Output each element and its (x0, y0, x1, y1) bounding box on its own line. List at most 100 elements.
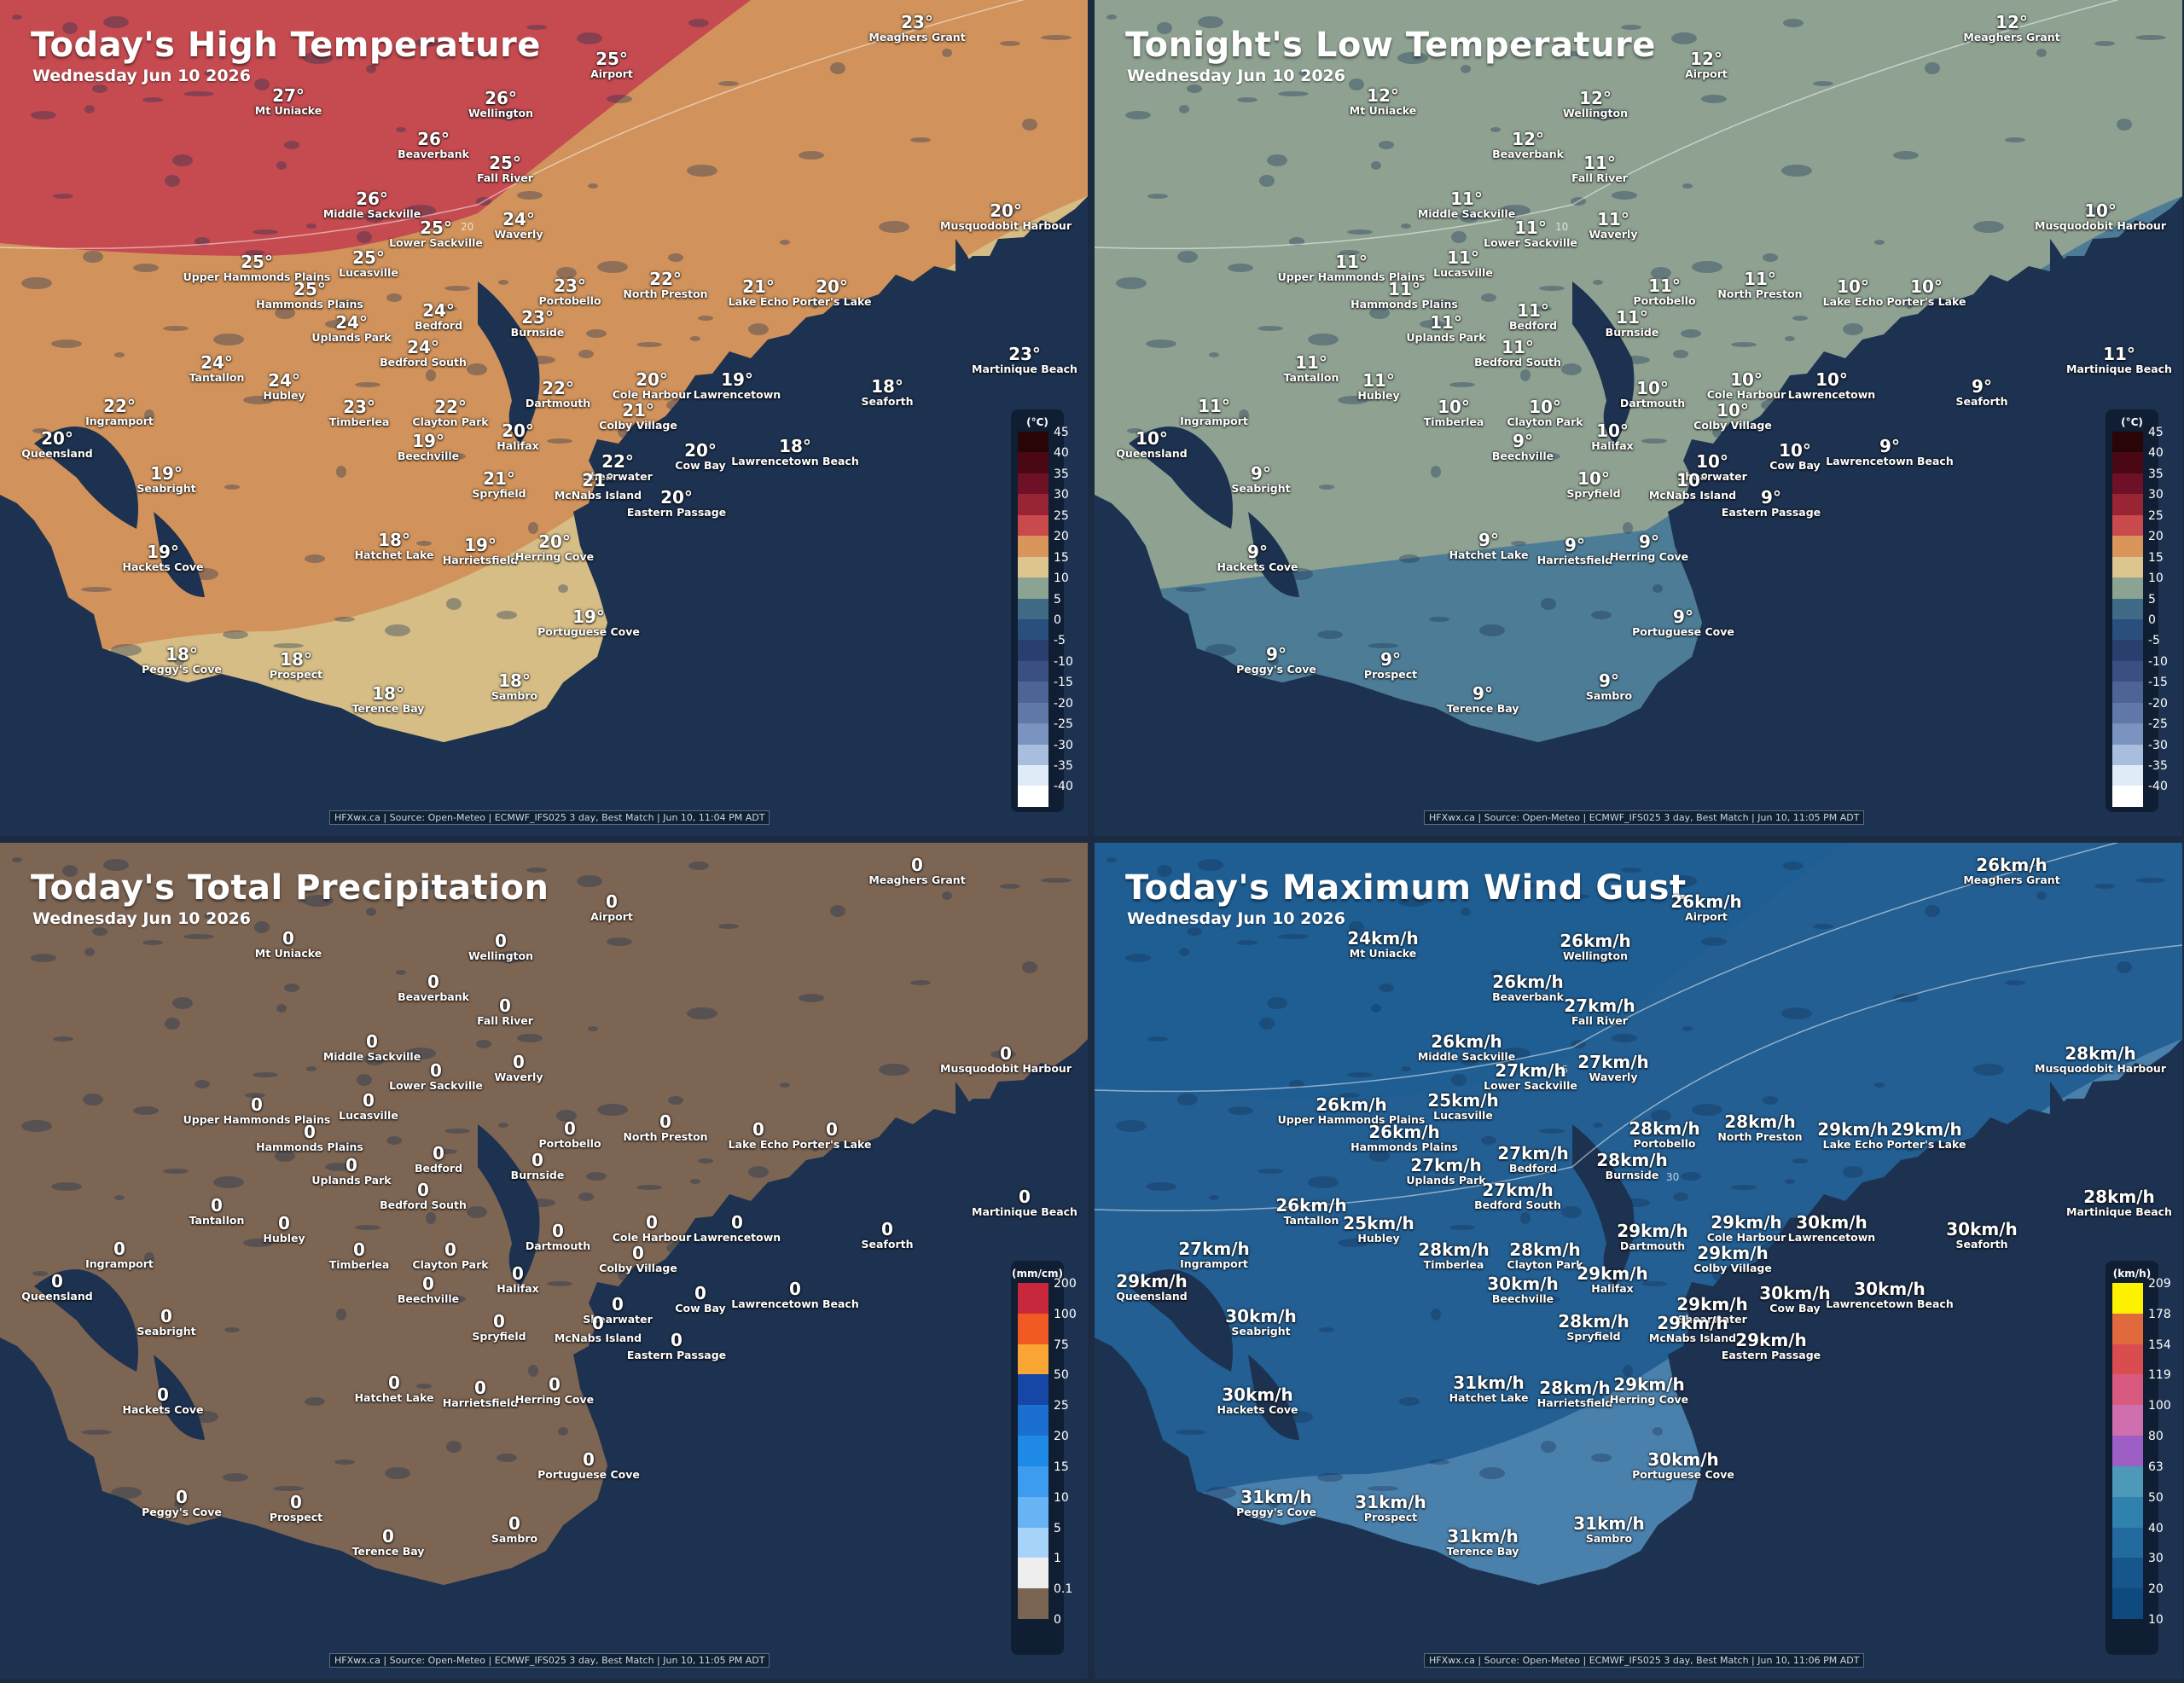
legend-row: 30 (2106, 488, 2164, 515)
place-label: 11° North Preston (1717, 270, 1802, 300)
place-value: 18° (498, 670, 531, 691)
place-label: 18° Hatchet Lake (355, 531, 434, 561)
place-value: 26km/h (1560, 931, 1631, 951)
place-value: 0 (176, 1487, 188, 1507)
place-value: 0 (363, 1090, 375, 1111)
place-label: 26° Middle Sackville (323, 189, 421, 220)
place-label: 0 Porter's Lake (792, 1120, 871, 1151)
place-value: 0 (499, 995, 511, 1016)
place-value: 29km/h (1735, 1330, 1807, 1350)
place-label: 27km/h Bedford (1497, 1144, 1569, 1175)
place-value: 21° (742, 276, 775, 297)
place-name: Shearwater (583, 1313, 653, 1326)
place-value: 0 (51, 1271, 63, 1291)
place-value: 20° (816, 276, 848, 297)
place-label: 23° Timberlea (329, 398, 390, 428)
place-label: 0 Beechville (398, 1274, 459, 1305)
place-value: 0 (549, 1374, 561, 1395)
place-value: 28km/h (1418, 1239, 1490, 1260)
place-value: 20° (41, 428, 73, 449)
place-name: Timberlea (328, 1258, 390, 1271)
legend-swatch (2112, 1527, 2143, 1558)
place-value: 0 (632, 1243, 644, 1263)
place-name: North Preston (623, 1130, 708, 1143)
place-name: Cow Bay (675, 1302, 726, 1314)
place-name: Eastern Passage (1721, 506, 1821, 519)
place-value: 18° (779, 436, 811, 456)
place-value: 22° (103, 396, 136, 416)
place-name: Hubley (1357, 1232, 1400, 1245)
place-label: 10° Halifax (1591, 421, 1633, 452)
legend-swatch (2112, 723, 2143, 745)
place-label: 31km/h Sambro (1573, 1514, 1645, 1545)
place-value: 22° (649, 269, 682, 289)
place-name: Upper Hammonds Plains (1277, 1113, 1426, 1126)
place-value: 27km/h (1495, 1060, 1566, 1081)
place-label: 10° Queensland (1116, 429, 1187, 460)
legend-swatch (1018, 1436, 1048, 1466)
place-label: 9° Seaforth (1956, 377, 2008, 408)
place-name: Burnside (510, 1169, 565, 1181)
place-label: 9° Terence Bay (1447, 684, 1519, 715)
legend-label: 200 (1054, 1277, 1077, 1291)
legend-label: 0 (2148, 612, 2156, 627)
legend-label: 15 (1054, 550, 1069, 565)
legend-swatch (2112, 1343, 2143, 1375)
place-label: 0 Sambro (491, 1514, 537, 1545)
place-value: 9° (1266, 644, 1287, 664)
legend-swatch (1018, 765, 1048, 786)
place-label: 0 Spryfield (472, 1312, 526, 1343)
legend-swatch (2112, 744, 2143, 765)
place-value: 19° (150, 463, 183, 484)
place-value: 10° (2084, 200, 2117, 221)
place-label: 30km/h Beechville (1487, 1274, 1559, 1305)
place-label: 19° Hackets Cove (123, 543, 204, 573)
place-name: Waverly (494, 1071, 543, 1083)
place-label: 27km/h Ingramport (1178, 1239, 1250, 1270)
place-value: 30km/h (1946, 1219, 2018, 1239)
place-value: 26° (356, 189, 388, 209)
legend-label: 63 (2148, 1460, 2164, 1474)
place-name: Wellington (1563, 107, 1628, 119)
legend-swatch (1018, 1313, 1048, 1344)
place-name: Dartmouth (1619, 397, 1686, 409)
legend-swatch (2112, 556, 2143, 578)
place-name: Tantallon (189, 371, 245, 384)
legend-row: 45 (2106, 426, 2164, 453)
place-value: 9° (1565, 535, 1585, 555)
place-name: Mt Uniacke (1349, 104, 1417, 117)
place-label: 0 Shearwater (583, 1295, 653, 1326)
place-label: 22° Clayton Park (412, 398, 488, 428)
place-name: Beaverbank (398, 990, 469, 1003)
map-canvas: 20 (0, 0, 1088, 836)
legend-swatch (2112, 640, 2143, 661)
place-value: 10° (1910, 276, 1943, 297)
place-name: Lawrencetown (693, 1231, 781, 1244)
place-label: 11° Waverly (1589, 210, 1637, 241)
place-value: 30km/h (1647, 1449, 1719, 1470)
place-label: 19° Seabright (136, 464, 195, 495)
place-label: 0 Timberlea (329, 1240, 390, 1271)
place-value: 0 (346, 1155, 357, 1175)
legend-label: -10 (1054, 654, 1073, 669)
place-name: Bedford South (380, 356, 467, 369)
place-label: 29km/h Eastern Passage (1722, 1331, 1821, 1361)
place-value: 20° (660, 487, 693, 508)
place-value: 0 (731, 1212, 743, 1233)
place-label: 19° Beechville (398, 432, 459, 462)
place-name: Tantallon (189, 1214, 245, 1227)
place-value: 23° (554, 276, 586, 296)
zone-upper (0, 0, 751, 256)
place-label: 0 Dartmouth (526, 1222, 590, 1252)
place-label: 0 Wellington (468, 931, 533, 962)
place-name: Herring Cove (1609, 550, 1689, 563)
place-value: 10° (1577, 468, 1610, 489)
place-value: 12° (1995, 12, 2028, 32)
place-value: 18° (871, 376, 903, 397)
map-canvas: 10 (1095, 0, 2182, 836)
place-name: Burnside (1605, 326, 1659, 339)
place-name: Upper Hammonds Plains (183, 1113, 331, 1126)
legend-label: 30 (2148, 1552, 2164, 1566)
place-value: 26° (485, 88, 517, 108)
legend-swatch (1018, 452, 1048, 473)
